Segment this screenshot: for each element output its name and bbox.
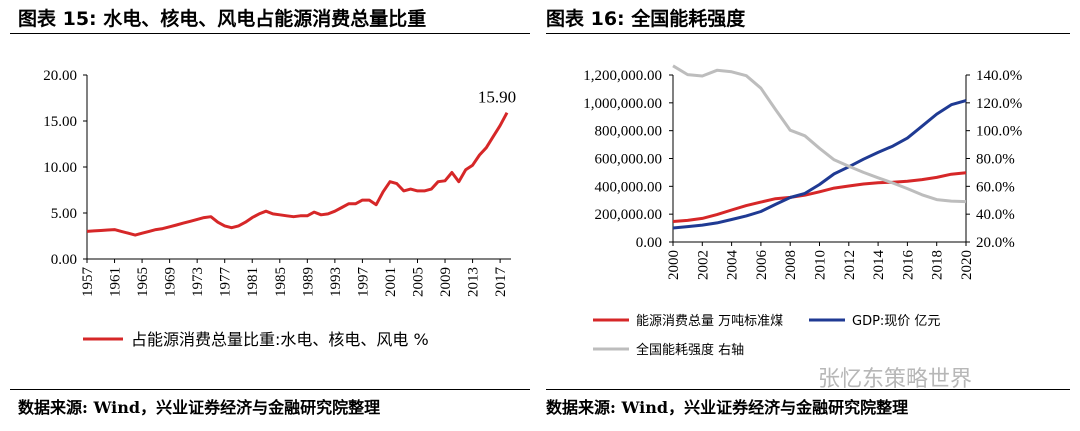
left-panel-title: 图表 15: 水电、核电、风电占能源消费总量比重: [18, 8, 427, 30]
right-right-y-tick-label: 120.0%: [976, 96, 1022, 112]
right-left-y-tick-label: 400,000.00: [595, 179, 663, 195]
right-left-y-tick-label: 800,000.00: [595, 124, 663, 140]
left-y-tick-label: 20.00: [43, 68, 77, 84]
right-panel-title: 图表 16: 全国能耗强度: [546, 8, 746, 30]
left-x-tick-label: 2009: [438, 267, 454, 297]
right-x-tick-label: 2002: [695, 250, 711, 280]
left-x-tick-label: 1985: [273, 267, 289, 297]
right-right-y-tick-label: 80.0%: [976, 152, 1015, 168]
left-source-note: 数据来源: Wind，兴业证券经济与金融研究院整理: [18, 398, 381, 417]
left-x-tick-label: 1997: [355, 267, 371, 298]
left-y-tick-label: 15.00: [43, 114, 77, 130]
left-x-tick-label: 1957: [80, 267, 96, 298]
right-x-tick-label: 2018: [930, 250, 946, 280]
left-x-tick-label: 1969: [163, 267, 179, 297]
right-series-line-3: [672, 64, 967, 204]
left-title-rule: [10, 33, 530, 34]
right-right-y-tick-label: 100.0%: [976, 124, 1022, 140]
right-x-tick-label: 2006: [754, 250, 770, 281]
right-x-tick-label: 2004: [725, 250, 741, 281]
left-x-tick-label: 1993: [328, 267, 344, 297]
left-x-tick-label: 2017: [493, 267, 509, 298]
left-x-tick-label: 2013: [466, 267, 482, 297]
left-x-tick-label: 1977: [218, 267, 234, 298]
watermark: 张忆东策略世界: [818, 367, 973, 392]
right-x-tick-label: 2014: [871, 250, 887, 281]
right-source-note: 数据来源: Wind，兴业证券经济与金融研究院整理: [546, 398, 909, 417]
left-y-tick-label: 10.00: [43, 160, 77, 176]
right-x-tick-label: 2012: [842, 250, 858, 280]
right-x-tick-label: 2010: [813, 250, 829, 280]
left-end-value-label: 15.90: [478, 88, 516, 107]
left-x-tick-label: 1981: [245, 267, 261, 297]
left-series-line: [86, 111, 509, 237]
right-right-y-tick-label: 60.0%: [976, 179, 1015, 195]
left-x-tick-label: 2005: [410, 267, 426, 297]
right-x-tick-label: 2016: [900, 250, 916, 281]
right-title-rule: [546, 33, 1070, 34]
right-x-tick-label: 2008: [783, 250, 799, 280]
right-right-y-tick-label: 40.0%: [976, 207, 1015, 223]
right-left-y-tick-label: 1,200,000.00: [583, 68, 662, 84]
right-left-y-tick-label: 200,000.00: [595, 207, 663, 223]
left-x-tick-label: 2001: [383, 267, 399, 297]
right-right-y-tick-label: 20.0%: [976, 235, 1015, 251]
right-left-y-tick-label: 600,000.00: [595, 152, 663, 168]
right-left-y-tick-label: 0.00: [636, 235, 662, 251]
right-legend-label-3: 全国能耗强度 右轴: [636, 342, 744, 358]
right-x-tick-label: 2000: [666, 250, 682, 280]
left-x-tick-label: 1961: [108, 267, 124, 297]
left-x-tick-label: 1965: [135, 267, 151, 297]
right-series-line-2: [672, 99, 967, 230]
left-source-rule: [10, 389, 530, 390]
right-right-y-tick-label: 140.0%: [976, 68, 1022, 84]
right-source-rule: [546, 389, 1070, 390]
left-legend-label: 占能源消费总量比重:水电、核电、风电 %: [131, 330, 429, 349]
left-y-tick-label: 0.00: [51, 252, 77, 268]
right-legend-label-2: GDP:现价 亿元: [852, 314, 940, 329]
right-series-line-1: [672, 171, 967, 223]
left-x-tick-label: 1973: [190, 267, 206, 297]
left-y-tick-label: 5.00: [51, 206, 77, 222]
left-x-tick-label: 1989: [300, 267, 316, 297]
right-legend-label-1: 能源消费总量 万吨标准煤: [636, 314, 783, 329]
right-x-tick-label: 2020: [959, 250, 975, 280]
right-left-y-tick-label: 1,000,000.00: [583, 96, 662, 112]
